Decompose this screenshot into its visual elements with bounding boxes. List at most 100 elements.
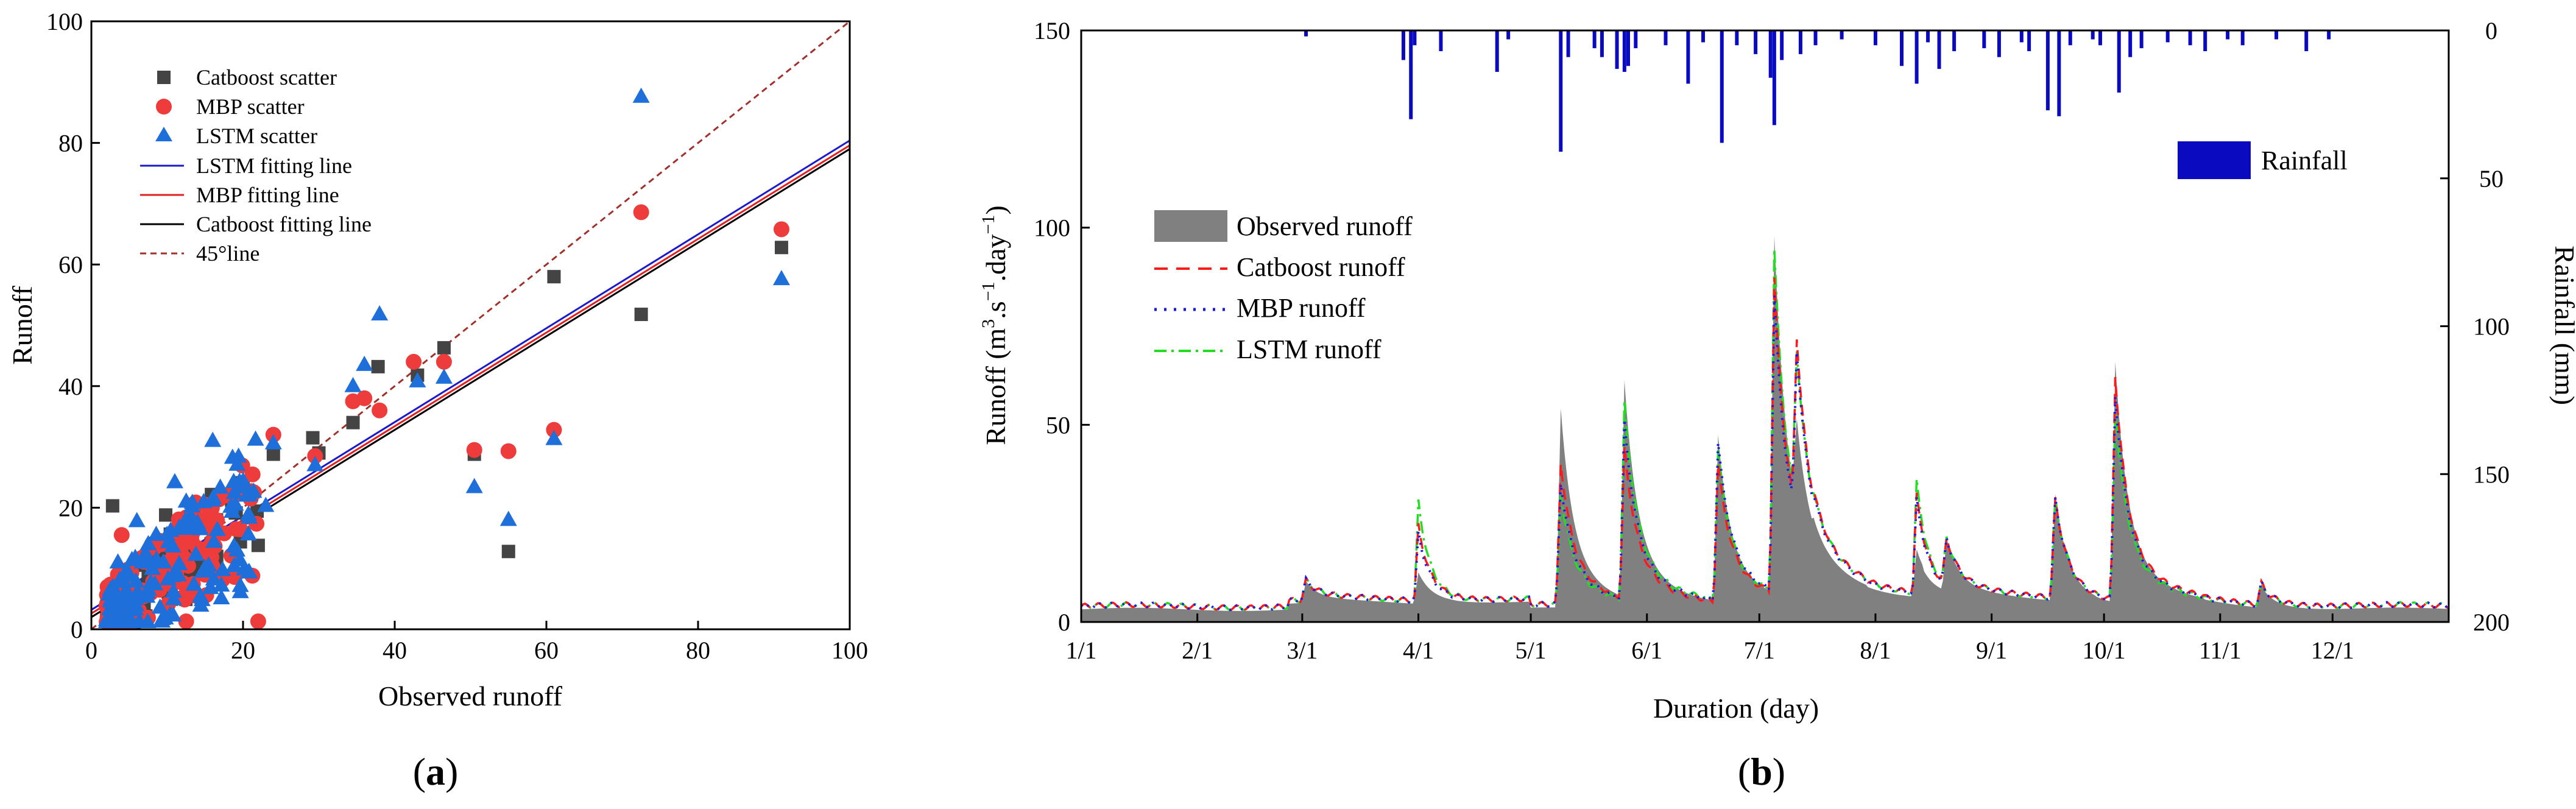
catboost-point [251, 539, 265, 553]
panel-b-x-tick-label: 1/1 [1065, 637, 1096, 664]
panel-a-x-tick-label: 40 [383, 637, 407, 664]
legend-mbp-fitting-line: MBP fitting line [196, 183, 339, 207]
lstm-point [115, 573, 132, 588]
lstm-point [225, 537, 243, 553]
mbp-point [372, 402, 388, 419]
legend-mbp-runoff: MBP runoff [1237, 293, 1366, 323]
panel-b-x-tick-label: 6/1 [1631, 637, 1662, 664]
rainfall-bar [1506, 30, 1511, 40]
lstm-point [164, 582, 182, 598]
panel-a-plot-frame [90, 20, 851, 631]
rainfall-bar [2045, 30, 2050, 111]
ylabel-part-2: .s [980, 301, 1011, 319]
panel-a-ticks: 0 20 40 60 80 100 0 20 40 60 80 100 [46, 8, 868, 664]
panel-b-label: (b) [1738, 750, 1785, 793]
rainfall-bar [2027, 30, 2031, 51]
lstm-point [155, 553, 172, 569]
ylabel-part-1: Runoff (m [980, 328, 1011, 445]
panel-b-y-axis-label: Runoff (m3.s−1.day−1) [978, 205, 1011, 445]
rainfall-bar [1780, 30, 1784, 60]
lstm-point [200, 556, 217, 572]
panel-a-x-tick-label: 100 [831, 637, 868, 664]
panel-b-plot-marks [1081, 30, 2449, 622]
rainfall-bar [1798, 30, 1802, 54]
mbp-point [209, 512, 225, 528]
lstm-point [166, 473, 183, 489]
mbp-point [244, 466, 261, 482]
rainfall-bar [1840, 30, 1844, 40]
mbp-point [773, 221, 789, 238]
lstm-point [102, 581, 119, 596]
legend-mbp-scatter-marker [156, 99, 172, 115]
catboost-point [346, 415, 360, 429]
rainfall-bar [2098, 30, 2102, 46]
catboost-point [437, 341, 451, 355]
mbp-point [436, 353, 452, 370]
rainfall-bar [2117, 30, 2121, 93]
panel-a-y-tick-label: 0 [71, 616, 83, 643]
rainfall-bar [1559, 30, 1563, 152]
panel-a-x-tick-label: 60 [534, 637, 559, 664]
legend-lstm-scatter-marker [155, 127, 172, 141]
mbp-point [406, 353, 422, 370]
rainfall-bar [1754, 30, 1758, 54]
panel-b-x-tick-label: 9/1 [1976, 637, 2007, 664]
rainfall-series [1304, 30, 2331, 152]
lstm-point [187, 545, 205, 561]
lstm-point [147, 525, 165, 541]
legend-lstm-fitting-line: LSTM fitting line [196, 154, 352, 178]
panel-b-letter: b [1751, 750, 1773, 793]
panel-a-x-tick-label: 20 [231, 637, 255, 664]
panel-b-y2-axis-label: Rainfall (mm) [2549, 246, 2576, 405]
lstm-point [228, 455, 246, 471]
legend-lstm-runoff: LSTM runoff [1237, 334, 1382, 364]
panel-b-x-tick-label: 8/1 [1860, 637, 1891, 664]
panel-b-y-tick-label: 100 [1034, 214, 1070, 242]
rainfall-bar [1997, 30, 2001, 57]
ylabel-part-4: ) [980, 205, 1011, 214]
rainfall-bar [1735, 30, 1739, 46]
lstm-point [177, 492, 195, 508]
rainfall-bar [2274, 30, 2279, 40]
lstm-point [123, 613, 141, 629]
legend-lstm-scatter: LSTM scatter [196, 124, 317, 148]
lstm-point [117, 587, 135, 602]
lstm-point [157, 609, 174, 624]
lstm-point [435, 368, 453, 384]
rainfall-bar [2019, 30, 2024, 43]
panel-b-y2-tick-label: 200 [2473, 609, 2510, 636]
rainfall-bar [1622, 30, 1626, 72]
lstm-point [189, 514, 206, 529]
lstm-point [344, 376, 362, 392]
lstm-point [632, 87, 650, 103]
lstm-point [109, 553, 127, 569]
rainfall-bar [2165, 30, 2170, 43]
rainfall-bar [1439, 30, 1443, 51]
panel-a-x-tick-label: 80 [686, 637, 710, 664]
lstm-point [211, 478, 229, 494]
rainfall-bar [1813, 30, 1818, 46]
lstm-point [306, 456, 324, 472]
rainfall-bar [1592, 30, 1597, 49]
rainfall-bar [1914, 30, 1919, 84]
panel-a-x-tick-label: 0 [85, 637, 97, 664]
rainfall-bar [2188, 30, 2192, 46]
lstm-point [160, 533, 177, 549]
lstm-point [205, 532, 223, 548]
lstm-scatter-series [97, 87, 790, 629]
panel-b-x-tick-label: 5/1 [1516, 637, 1547, 664]
panel-b-x-tick-label: 2/1 [1182, 637, 1213, 664]
rainfall-bar [1634, 30, 1638, 49]
panel-b-x-tick-label: 3/1 [1286, 637, 1318, 664]
panel-b-y2-tick-label: 150 [2473, 461, 2510, 488]
rainfall-bar [2203, 30, 2207, 51]
lstm-point [545, 429, 563, 445]
mbp-point [466, 442, 482, 458]
rainfall-bar [1772, 30, 1776, 125]
panel-b-y-tick-label: 50 [1046, 411, 1070, 439]
mbp-point [500, 443, 517, 459]
lstm-point [356, 355, 373, 371]
rainfall-bar [1664, 30, 1668, 46]
rainfall-bar [2226, 30, 2230, 40]
